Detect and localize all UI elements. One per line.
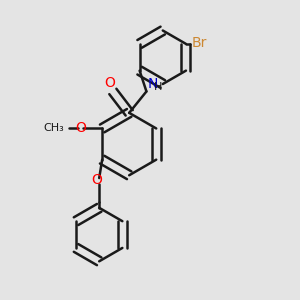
Text: H: H	[154, 82, 163, 92]
Text: N: N	[148, 76, 158, 91]
Text: CH₃: CH₃	[44, 123, 64, 133]
Text: O: O	[92, 173, 102, 188]
Text: Br: Br	[191, 36, 207, 50]
Text: O: O	[104, 76, 115, 90]
Text: O: O	[75, 121, 86, 135]
